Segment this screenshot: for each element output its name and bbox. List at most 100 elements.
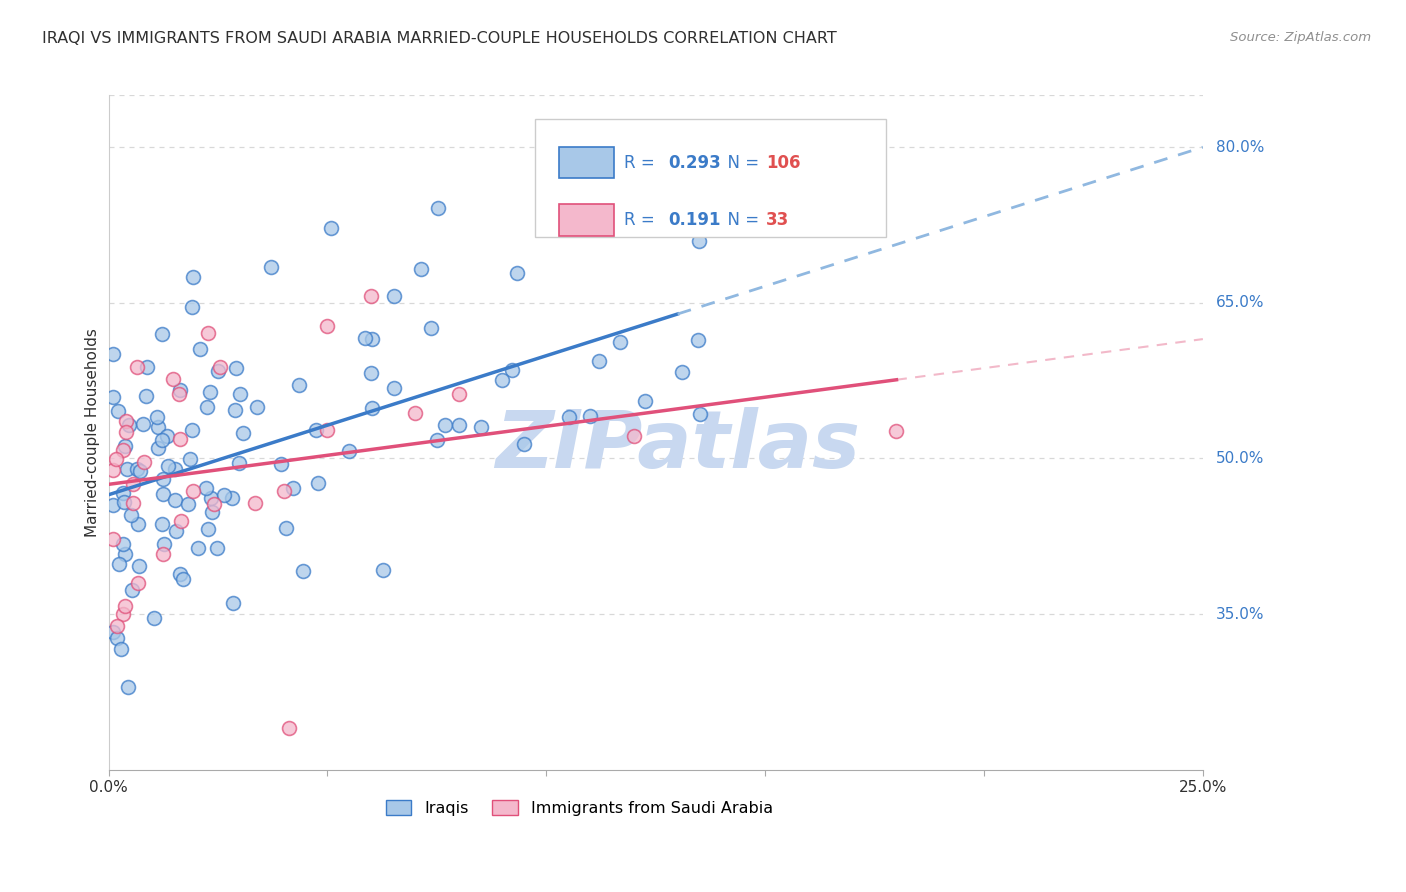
Point: [148, 420, 170, 434]
Text: 0.191: 0.191: [668, 211, 720, 229]
Point: [132, 455, 155, 469]
Point: [207, 364, 229, 378]
Point: [557, 410, 579, 425]
Point: [195, 401, 218, 415]
Point: [506, 266, 529, 280]
Point: [114, 414, 136, 428]
Text: 106: 106: [766, 153, 801, 172]
Point: [360, 289, 382, 303]
Point: [101, 532, 124, 546]
Point: [232, 425, 254, 440]
Point: [114, 547, 136, 561]
Point: [447, 417, 470, 432]
Point: [107, 404, 129, 418]
Point: [105, 631, 128, 645]
Text: N =: N =: [717, 153, 765, 172]
Point: [125, 360, 148, 375]
Point: [169, 567, 191, 582]
Point: [277, 721, 299, 735]
Point: [112, 536, 135, 550]
Point: [419, 321, 441, 335]
Point: [671, 365, 693, 379]
Point: [117, 680, 139, 694]
Point: [202, 497, 225, 511]
Point: [209, 360, 232, 375]
Point: [205, 541, 228, 556]
Point: [371, 563, 394, 577]
Point: [588, 353, 610, 368]
Point: [128, 464, 150, 478]
Point: [276, 521, 298, 535]
Point: [101, 347, 124, 361]
Point: [156, 428, 179, 442]
Point: [169, 387, 191, 401]
Point: [225, 360, 247, 375]
Point: [165, 524, 187, 538]
FancyBboxPatch shape: [536, 119, 886, 237]
Text: N =: N =: [717, 211, 765, 229]
Point: [177, 497, 200, 511]
FancyBboxPatch shape: [560, 147, 614, 178]
Point: [273, 483, 295, 498]
FancyBboxPatch shape: [560, 204, 614, 235]
Point: [181, 483, 204, 498]
Point: [128, 517, 150, 532]
Point: [224, 402, 246, 417]
Point: [221, 596, 243, 610]
Point: [115, 462, 138, 476]
Point: [382, 381, 405, 395]
Point: [609, 334, 631, 349]
Text: 80.0%: 80.0%: [1216, 140, 1264, 154]
Point: [614, 215, 637, 229]
Point: [433, 417, 456, 432]
Point: [132, 417, 155, 431]
Point: [288, 378, 311, 392]
Point: [101, 390, 124, 404]
Point: [162, 372, 184, 386]
Point: [623, 429, 645, 443]
Point: [187, 541, 209, 556]
Point: [135, 389, 157, 403]
Point: [201, 505, 224, 519]
Point: [513, 436, 536, 450]
Point: [157, 459, 180, 474]
Point: [105, 619, 128, 633]
Point: [112, 486, 135, 500]
Point: [470, 419, 492, 434]
Point: [111, 443, 134, 458]
Point: [246, 400, 269, 414]
Point: [181, 300, 204, 314]
Point: [228, 456, 250, 470]
Text: Source: ZipAtlas.com: Source: ZipAtlas.com: [1230, 31, 1371, 45]
Point: [634, 393, 657, 408]
Point: [101, 498, 124, 512]
Point: [337, 444, 360, 458]
Point: [361, 401, 384, 416]
Text: 33: 33: [766, 211, 790, 229]
Point: [195, 481, 218, 495]
Text: IRAQI VS IMMIGRANTS FROM SAUDI ARABIA MARRIED-COUPLE HOUSEHOLDS CORRELATION CHAR: IRAQI VS IMMIGRANTS FROM SAUDI ARABIA MA…: [42, 31, 837, 46]
Point: [150, 517, 173, 532]
Point: [152, 433, 174, 447]
Point: [427, 201, 450, 215]
Point: [114, 425, 136, 439]
Point: [316, 423, 339, 437]
Point: [121, 476, 143, 491]
Point: [112, 495, 135, 509]
Point: [198, 385, 221, 400]
Point: [197, 522, 219, 536]
Point: [270, 457, 292, 471]
Point: [110, 642, 132, 657]
Point: [125, 462, 148, 476]
Point: [135, 360, 157, 375]
Point: [169, 383, 191, 397]
Point: [172, 572, 194, 586]
Point: [120, 508, 142, 522]
Point: [121, 583, 143, 598]
Point: [108, 557, 131, 571]
Point: [101, 624, 124, 639]
Text: 50.0%: 50.0%: [1216, 450, 1264, 466]
Point: [163, 493, 186, 508]
Text: ZIPatlas: ZIPatlas: [495, 407, 860, 485]
Point: [243, 496, 266, 510]
